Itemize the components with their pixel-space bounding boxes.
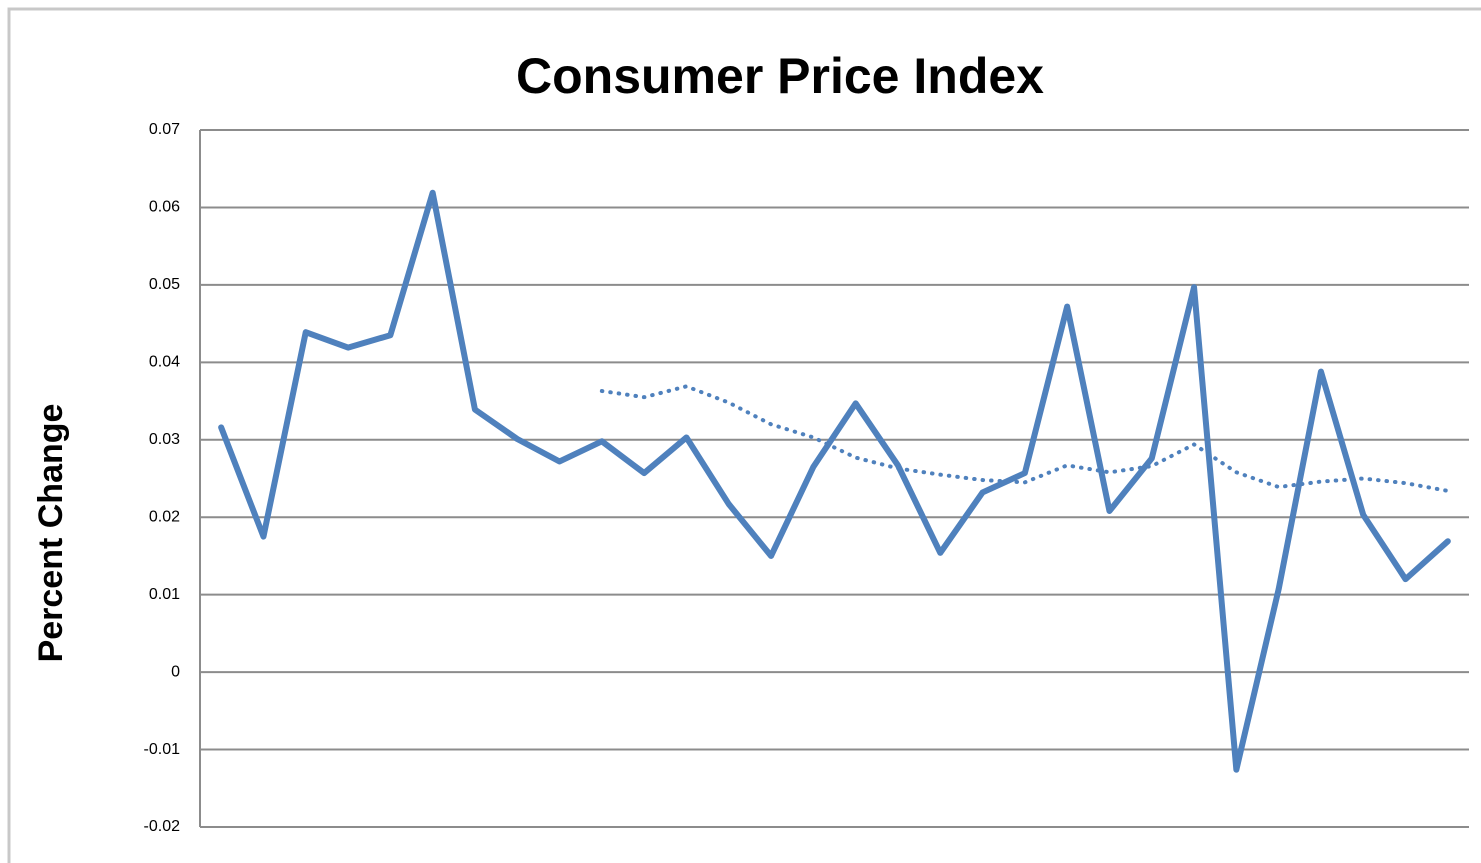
y-tick-label: -0.01 — [144, 741, 181, 758]
y-axis-label: Percent Change — [32, 404, 70, 663]
y-tick-label: 0.03 — [149, 431, 180, 448]
y-tick-label: 0.06 — [149, 199, 180, 216]
y-tick-label: -0.02 — [144, 818, 181, 835]
trend-line — [599, 384, 1450, 493]
y-tick-label: 0.05 — [149, 276, 180, 293]
y-tick-label: 0 — [171, 663, 180, 680]
data-line — [218, 189, 1451, 773]
y-tick-label: 0.01 — [149, 586, 180, 603]
chart-title: Consumer Price Index — [516, 48, 1044, 104]
y-tick-label: 0.04 — [149, 354, 180, 371]
y-tick-label: 0.02 — [149, 508, 180, 525]
chart-frame — [7, 7, 1481, 863]
y-tick-label: 0.07 — [149, 121, 180, 138]
